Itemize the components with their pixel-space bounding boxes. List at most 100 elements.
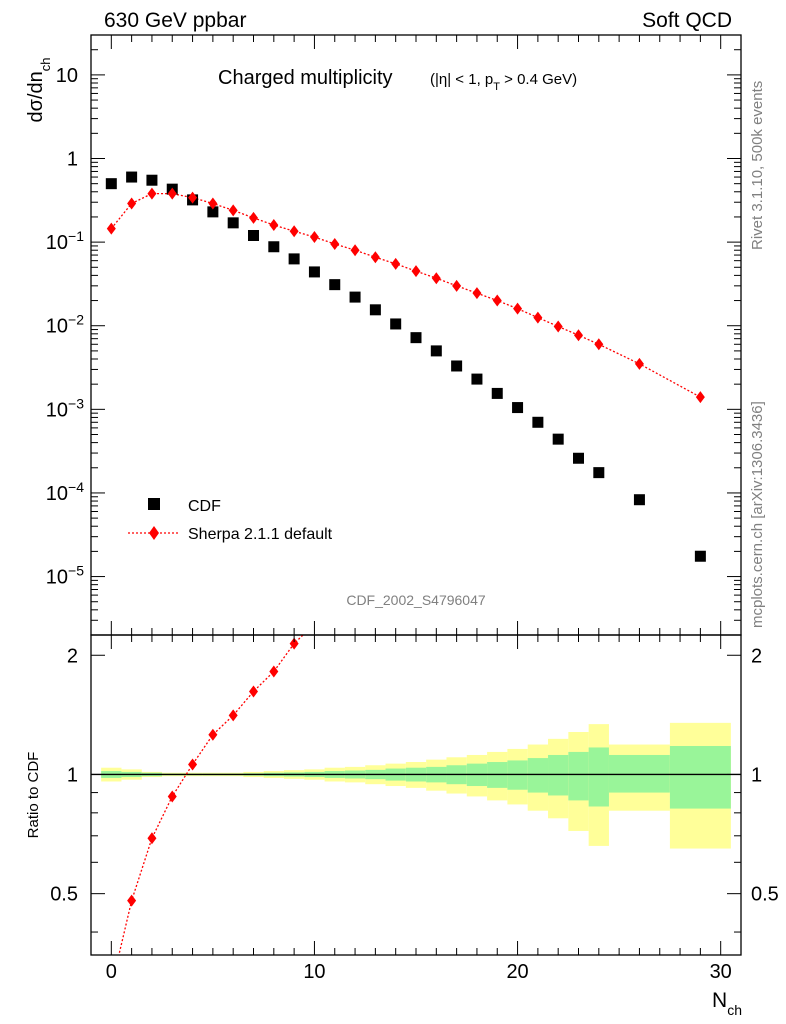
legend-sherpa-label: Sherpa 2.1.1 default bbox=[188, 526, 333, 543]
cdf-point bbox=[207, 206, 219, 218]
chart-title: Charged multiplicity bbox=[218, 67, 393, 89]
tick-label-base: 10 bbox=[46, 316, 68, 338]
sherpa-points bbox=[106, 187, 705, 404]
cdf-point bbox=[227, 217, 239, 229]
x-label-main: N bbox=[712, 989, 727, 1012]
analysis-id: CDF_2002_S4796047 bbox=[346, 592, 486, 608]
sherpa-point bbox=[452, 279, 462, 292]
sherpa-point bbox=[431, 272, 441, 285]
sherpa-point bbox=[269, 219, 279, 232]
sherpa-point bbox=[350, 244, 360, 257]
sherpa-point bbox=[411, 265, 421, 278]
cdf-point bbox=[288, 253, 300, 265]
ratio-band-inner bbox=[669, 745, 731, 809]
sherpa-point bbox=[695, 391, 705, 404]
legend-cdf-marker bbox=[148, 498, 160, 510]
sherpa-point bbox=[370, 251, 380, 264]
cdf-point bbox=[410, 332, 422, 344]
sherpa-point bbox=[330, 237, 340, 250]
x-tick-label: 20 bbox=[506, 961, 528, 983]
side-label-bottom: mcplots.cern.ch [arXiv:1306.3436] bbox=[749, 401, 766, 628]
cdf-point bbox=[390, 318, 402, 330]
x-tick-label: 0 bbox=[106, 961, 117, 983]
ratio-sherpa-point bbox=[188, 758, 198, 771]
sherpa-point bbox=[228, 204, 238, 217]
cdf-point bbox=[512, 402, 524, 414]
ratio-y-axis-label: Ratio to CDF bbox=[25, 752, 42, 839]
cdf-point bbox=[573, 452, 584, 464]
cdf-point bbox=[369, 304, 381, 316]
tick-label-exponent: −1 bbox=[68, 228, 84, 244]
sherpa-point bbox=[309, 231, 319, 244]
cdf-point bbox=[268, 241, 280, 253]
ratio-axis-ticks bbox=[90, 635, 742, 955]
tick-label-base: 10 bbox=[46, 483, 68, 505]
main-y-tick-label: 10−1 bbox=[46, 228, 84, 254]
ratio-sherpa-point bbox=[289, 637, 299, 650]
main-y-tick-label: 1 bbox=[67, 149, 78, 171]
main-y-tick-label: 10−5 bbox=[46, 563, 84, 589]
tick-label-exponent: −5 bbox=[68, 563, 84, 579]
main-y-tick-label: 10−3 bbox=[46, 395, 84, 421]
ratio-sherpa-points bbox=[127, 637, 299, 907]
x-label-sub: ch bbox=[727, 1002, 742, 1018]
header-left: 630 GeV ppbar bbox=[104, 9, 246, 32]
ratio-y-tick-label-right: 2 bbox=[751, 645, 762, 667]
ratio-band-inner bbox=[608, 754, 670, 793]
sherpa-series-line bbox=[110, 192, 701, 398]
ratio-sherpa-point bbox=[127, 894, 137, 907]
ratio-sherpa-point bbox=[208, 728, 218, 741]
cdf-point bbox=[491, 387, 503, 399]
cdf-point bbox=[248, 229, 259, 241]
tick-label-base: 10 bbox=[46, 567, 68, 589]
main-y-tick-label: 10−2 bbox=[46, 312, 84, 338]
ratio-y-tick-label-left: 0.5 bbox=[50, 884, 78, 906]
cdf-point bbox=[633, 494, 645, 506]
cdf-point bbox=[105, 178, 117, 190]
tick-label-base: 10 bbox=[46, 232, 68, 254]
ratio-y-tick-label-left: 1 bbox=[67, 764, 78, 786]
cdf-point bbox=[308, 266, 320, 278]
sherpa-point bbox=[127, 197, 137, 210]
ratio-sherpa-series-line bbox=[118, 635, 304, 955]
sherpa-point bbox=[594, 338, 604, 351]
sherpa-point bbox=[472, 287, 482, 300]
cdf-point bbox=[694, 550, 706, 562]
x-tick-label: 10 bbox=[303, 961, 325, 983]
ratio-y-tick-label-right: 1 bbox=[751, 764, 762, 786]
main-axis-ticks bbox=[90, 34, 742, 636]
ratio-sherpa-point bbox=[249, 685, 258, 698]
cdf-point bbox=[146, 174, 158, 186]
sherpa-point bbox=[188, 191, 198, 204]
ratio-y-tick-labels: 0.5 0.5 1 1 2 2 bbox=[50, 645, 779, 905]
cdf-point bbox=[349, 291, 361, 303]
sherpa-point bbox=[208, 197, 218, 210]
x-axis-label: Nch bbox=[712, 989, 742, 1018]
ratio-sherpa-point bbox=[147, 832, 157, 845]
cdf-point bbox=[471, 373, 483, 385]
chart-title-sub: (|η| < 1, pT > 0.4 GeV) bbox=[430, 71, 577, 93]
sherpa-point bbox=[533, 311, 543, 324]
sherpa-point bbox=[574, 329, 583, 342]
sherpa-point bbox=[553, 320, 563, 333]
cdf-point bbox=[329, 279, 341, 291]
y-label-sub: ch bbox=[38, 57, 53, 71]
legend-sherpa-marker bbox=[149, 526, 159, 540]
main-y-axis-label: dσ/dnch bbox=[25, 57, 53, 122]
side-label-top: Rivet 3.1.10, 500k events bbox=[749, 81, 766, 250]
legend: CDF Sherpa 2.1.1 default bbox=[128, 498, 333, 543]
ratio-sherpa-line bbox=[118, 635, 304, 955]
y-label-main: dσ/dn bbox=[25, 71, 47, 122]
title-sub-a: (|η| < 1, p bbox=[430, 71, 493, 88]
ratio-band-inner bbox=[588, 747, 609, 807]
sherpa-point bbox=[249, 211, 258, 224]
sherpa-point bbox=[492, 294, 502, 307]
ratio-y-tick-label-left: 2 bbox=[67, 645, 78, 667]
sherpa-point bbox=[513, 302, 523, 315]
sherpa-point bbox=[391, 257, 401, 270]
main-y-tick-label: 10 bbox=[56, 65, 78, 87]
header-right: Soft QCD bbox=[642, 9, 732, 32]
